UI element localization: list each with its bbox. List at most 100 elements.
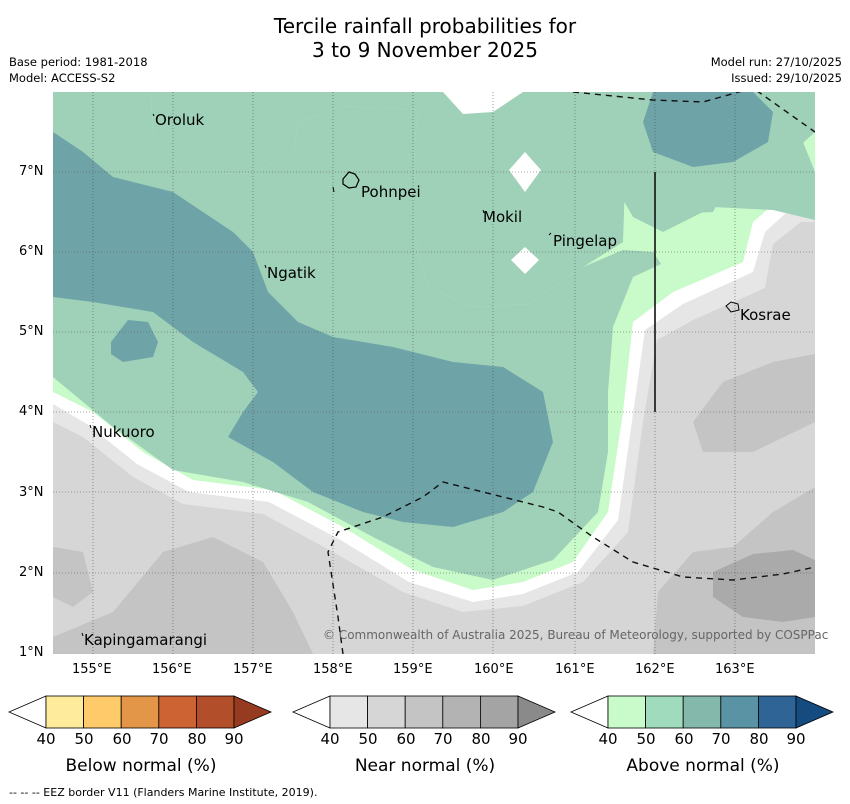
- colorbar-near-value: 80: [471, 730, 491, 748]
- lon-tick-label: 163°E: [715, 662, 755, 677]
- colorbar-extend-low: [292, 695, 331, 729]
- colorbar-near-value: 50: [358, 730, 378, 748]
- lon-tick-label: 159°E: [393, 662, 433, 677]
- island-marker-mokil: [482, 209, 485, 214]
- lon-tick-label: 156°E: [152, 662, 192, 677]
- island-kosrae-outline: [725, 301, 740, 313]
- colorbar-segment: [329, 695, 368, 729]
- place-label-pingelap: Pingelap: [553, 232, 618, 250]
- colorbar-extend-low: [570, 695, 609, 729]
- colorbar-segment: [158, 695, 197, 729]
- colorbar-segment: [479, 695, 519, 729]
- colorbar-segment: [120, 695, 160, 729]
- colorbar-below-value: 60: [112, 730, 132, 748]
- island-marker-kapingamarangi: [81, 632, 84, 637]
- lon-tick-label: 160°E: [474, 662, 514, 677]
- chart-title-line1: Tercile rainfall probabilities for: [273, 14, 577, 38]
- colorbar-above-value: 60: [674, 730, 694, 748]
- lat-tick-label: 2°N: [19, 565, 44, 580]
- colorbar-above-value: 90: [786, 730, 806, 748]
- colorbar-segment: [607, 695, 646, 729]
- lon-tick-label: 158°E: [313, 662, 353, 677]
- colorbar-near-value: 90: [508, 730, 528, 748]
- colorbar-below-value: 40: [36, 730, 56, 748]
- base-period: Base period: 1981-2018: [9, 55, 148, 69]
- zone-white: [511, 247, 539, 274]
- island-pohnpei-outline: [342, 171, 360, 189]
- colorbar-below-title: Below normal (%): [65, 756, 217, 776]
- colorbar-above-value: 40: [598, 730, 618, 748]
- zone-above-60: [53, 132, 553, 527]
- place-label-oroluk: Oroluk: [155, 111, 205, 129]
- issued-date: Issued: 29/10/2025: [731, 71, 842, 85]
- place-label-nukuoro: Nukuoro: [92, 423, 155, 441]
- model-name: Model: ACCESS-S2: [9, 71, 116, 85]
- colorbar-segment: [45, 695, 84, 729]
- colorbar-segment: [757, 695, 797, 729]
- colorbar-above-title: Above normal (%): [626, 756, 780, 776]
- colorbar-extend-high: [517, 695, 557, 729]
- lat-tick-label: 6°N: [19, 244, 44, 259]
- lon-tick-label: 162°E: [635, 662, 675, 677]
- zone-white: [443, 92, 523, 114]
- lat-tick-label: 7°N: [19, 164, 44, 179]
- colorbar-near-title: Near normal (%): [354, 756, 496, 776]
- graticule: [53, 92, 815, 654]
- colorbar-extend-high: [795, 695, 835, 729]
- island-marker-oroluk: [152, 113, 155, 117]
- colorbar-below-value: 90: [224, 730, 244, 748]
- colorbar-extend-high: [233, 695, 273, 729]
- probability-map: [53, 92, 815, 654]
- lon-tick-label: 161°E: [555, 662, 595, 677]
- colorbar-segment: [83, 695, 122, 729]
- island-marker-nukuoro: [89, 424, 92, 429]
- island-marker: [332, 186, 335, 193]
- colorbar-above-value: 50: [636, 730, 656, 748]
- place-label-kosrae: Kosrae: [740, 306, 791, 324]
- zone-near-60: [53, 537, 313, 654]
- zone-near-60: [53, 547, 93, 607]
- lat-tick-label: 5°N: [19, 324, 44, 339]
- colorbar-segment: [442, 695, 481, 729]
- colorbar-segment: [195, 695, 235, 729]
- colorbar-above: [570, 695, 835, 729]
- zone-above-60: [393, 482, 423, 488]
- zone-above-60: [111, 320, 158, 362]
- colorbar-near: [292, 695, 557, 729]
- place-label-ngatik: Ngatik: [267, 264, 316, 282]
- colorbar-segment: [404, 695, 444, 729]
- chart-title-line2: 3 to 9 November 2025: [312, 38, 538, 62]
- zone-near-60: [693, 354, 815, 452]
- colorbar-above-value: 70: [711, 730, 731, 748]
- island-marker-ngatik: [264, 264, 267, 269]
- place-label-pohnpei: Pohnpei: [361, 183, 421, 201]
- colorbar-segment: [682, 695, 722, 729]
- lat-tick-label: 3°N: [19, 485, 44, 500]
- colorbar-below-value: 80: [187, 730, 207, 748]
- colorbar-below: [8, 695, 273, 729]
- place-label-kapingamarangi: Kapingamarangi: [84, 631, 208, 649]
- colorbar-below-value: 50: [74, 730, 94, 748]
- place-label-mokil: Mokil: [483, 208, 523, 226]
- colorbar-near-value: 70: [433, 730, 453, 748]
- copyright-notice: © Commonwealth of Australia 2025, Bureau…: [323, 628, 829, 642]
- colorbar-segment: [645, 695, 684, 729]
- zone-near-50: [53, 222, 815, 654]
- lon-tick-label: 157°E: [233, 662, 273, 677]
- eez-legend-note: -- -- -- EEZ border V11 (Flanders Marine…: [9, 786, 318, 799]
- zone-above-60: [643, 92, 773, 167]
- eez-border: [327, 92, 815, 654]
- model-run-date: Model run: 27/10/2025: [710, 55, 842, 69]
- colorbar-above-value: 80: [749, 730, 769, 748]
- colorbar-segment: [367, 695, 406, 729]
- lat-tick-label: 4°N: [19, 404, 44, 419]
- colorbar-segment: [720, 695, 759, 729]
- colorbar-near-value: 40: [320, 730, 340, 748]
- colorbar-near-value: 60: [396, 730, 416, 748]
- island-marker-pingelap: [548, 232, 552, 236]
- lon-tick-label: 155°E: [72, 662, 112, 677]
- colorbar-below-value: 70: [149, 730, 169, 748]
- zone-near-70: [713, 550, 815, 622]
- lat-tick-label: 1°N: [19, 645, 44, 660]
- colorbar-extend-low: [8, 695, 47, 729]
